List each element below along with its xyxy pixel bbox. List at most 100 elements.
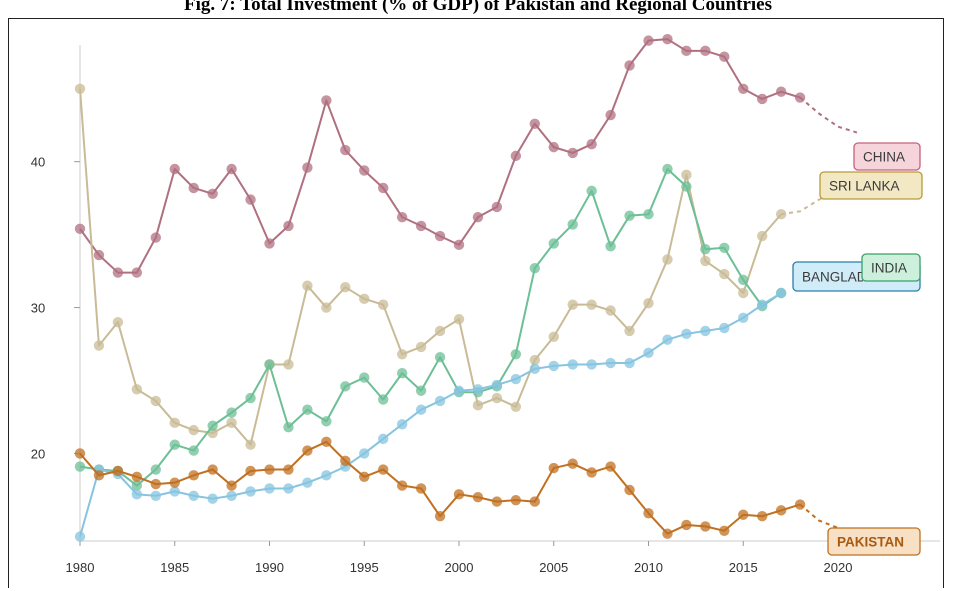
data-point-pakistan	[434, 511, 446, 522]
data-point-pakistan	[188, 470, 199, 481]
data-point-pakistan	[529, 496, 540, 507]
series-india	[74, 163, 787, 491]
x-tick-label: 1980	[66, 560, 95, 575]
data-point-bangladesh	[719, 322, 730, 334]
end-label-box	[853, 142, 921, 171]
data-point-sri-lanka	[624, 325, 635, 337]
x-tick-label: 2010	[634, 560, 663, 575]
data-point-pakistan	[302, 445, 313, 456]
data-point-india	[264, 359, 275, 370]
data-point-sri-lanka	[681, 169, 692, 181]
data-point-china	[605, 109, 616, 121]
x-tick-label: 1985	[160, 560, 189, 575]
data-point-sri-lanka	[112, 316, 124, 328]
data-point-china	[150, 232, 161, 243]
data-point-pakistan	[131, 471, 143, 483]
data-point-pakistan	[74, 448, 86, 459]
data-point-india	[169, 439, 180, 450]
data-point-pakistan	[207, 464, 218, 475]
data-point-sri-lanka	[302, 280, 313, 291]
data-point-china	[207, 188, 218, 199]
data-point-sri-lanka	[700, 255, 711, 267]
data-point-bangladesh	[169, 486, 180, 497]
data-point-india	[605, 241, 616, 252]
data-point-bangladesh	[74, 531, 86, 542]
data-point-sri-lanka	[548, 331, 559, 342]
data-point-bangladesh	[396, 419, 408, 430]
data-point-china	[396, 211, 408, 223]
data-point-sri-lanka	[283, 359, 294, 370]
data-point-china	[378, 182, 389, 194]
data-point-sri-lanka	[643, 298, 654, 309]
data-point-china	[491, 201, 503, 213]
data-point-pakistan	[794, 499, 806, 510]
data-point-pakistan	[719, 525, 730, 536]
data-point-sri-lanka	[491, 392, 503, 404]
data-point-india	[188, 445, 199, 456]
data-point-bangladesh	[624, 357, 635, 369]
data-point-india	[624, 210, 635, 221]
data-point-bangladesh	[188, 490, 199, 501]
series-sri-lanka	[74, 83, 839, 450]
data-point-india	[529, 263, 540, 274]
data-point-pakistan	[93, 470, 105, 481]
data-point-china	[586, 139, 597, 150]
data-point-pakistan	[150, 478, 161, 490]
data-point-china	[510, 150, 522, 162]
x-tick-label: 1995	[350, 560, 379, 575]
x-tick-label: 1990	[255, 560, 284, 575]
data-point-china	[188, 182, 199, 194]
y-tick-label: 20	[31, 446, 45, 461]
data-point-sri-lanka	[415, 341, 427, 353]
data-point-pakistan	[169, 477, 180, 488]
data-point-bangladesh	[491, 379, 503, 391]
data-point-china	[567, 147, 578, 159]
series-china	[74, 33, 858, 278]
data-point-china	[74, 223, 86, 235]
data-point-pakistan	[775, 505, 787, 516]
y-tick-label: 40	[31, 155, 45, 170]
data-point-sri-lanka	[188, 424, 199, 436]
data-point-china	[548, 141, 559, 153]
end-label-text: BANGLADESH	[802, 270, 894, 285]
data-point-china	[775, 86, 787, 97]
data-point-pakistan	[491, 496, 503, 507]
x-tick-label: 2015	[729, 560, 758, 575]
data-point-pakistan	[245, 465, 256, 477]
data-point-india	[567, 219, 578, 230]
end-label-text: INDIA	[871, 261, 907, 276]
data-point-bangladesh	[415, 404, 427, 415]
data-point-bangladesh	[738, 312, 749, 323]
series-pakistan	[74, 436, 858, 539]
data-point-india	[643, 209, 654, 220]
data-point-china	[434, 230, 446, 242]
data-point-pakistan	[624, 484, 635, 496]
data-point-pakistan	[112, 465, 124, 477]
data-point-bangladesh	[529, 363, 540, 375]
series-line-bangladesh	[79, 292, 782, 537]
data-point-china	[93, 249, 105, 261]
data-point-china	[283, 220, 294, 232]
data-point-china	[757, 93, 768, 105]
data-point-india	[510, 349, 522, 360]
series-forecast-china	[799, 96, 858, 134]
data-point-pakistan	[662, 528, 673, 539]
y-tick-label: 30	[31, 301, 45, 316]
data-point-pakistan	[510, 494, 522, 506]
data-point-pakistan	[567, 458, 578, 469]
data-point-bangladesh	[472, 384, 484, 395]
data-point-pakistan	[700, 521, 711, 532]
data-point-pakistan	[415, 483, 427, 494]
data-point-sri-lanka	[226, 417, 237, 429]
axis-ticks: 1980 1985 1990 1995 2000 2005 2010 2015 20202030…	[31, 155, 853, 575]
data-point-china	[226, 163, 237, 175]
data-point-china	[453, 239, 465, 251]
data-point-india	[359, 372, 370, 383]
data-point-sri-lanka	[359, 293, 370, 305]
end-label-pakistan: PAKISTAN	[827, 527, 921, 556]
data-point-india	[548, 238, 559, 249]
data-point-sri-lanka	[586, 299, 597, 310]
data-point-india	[302, 404, 313, 415]
end-label-text: PAKISTAN	[837, 535, 904, 550]
